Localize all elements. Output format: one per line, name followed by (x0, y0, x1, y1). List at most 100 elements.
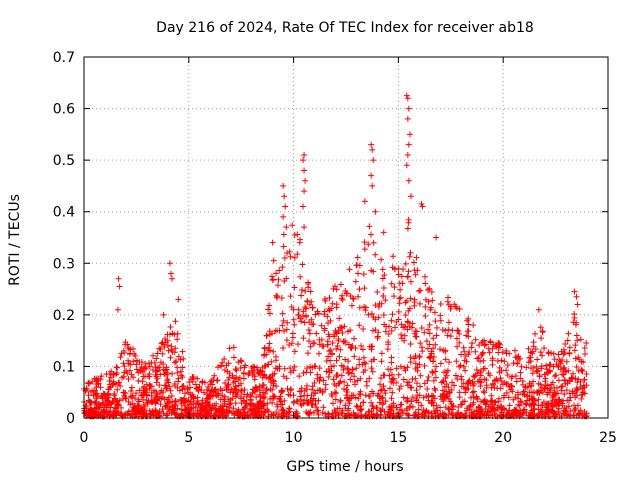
data-point (487, 339, 494, 346)
data-point (146, 363, 153, 370)
data-point (532, 346, 539, 353)
data-point (539, 328, 546, 335)
data-point (397, 286, 404, 293)
data-point (561, 376, 568, 383)
data-point (424, 385, 431, 392)
data-point (163, 371, 170, 378)
data-point (356, 361, 363, 368)
data-point (407, 403, 414, 410)
y-tick-label: 0.5 (53, 153, 75, 169)
data-point (535, 412, 542, 419)
data-point (518, 399, 525, 406)
data-point (140, 402, 147, 409)
data-point (302, 288, 309, 295)
data-point (159, 350, 166, 357)
data-point (169, 330, 176, 337)
data-point (472, 348, 479, 355)
data-point (489, 401, 496, 408)
data-point (389, 311, 396, 318)
data-point (518, 363, 525, 370)
data-point (418, 324, 425, 331)
data-point (269, 411, 276, 418)
data-point (367, 231, 374, 238)
data-point (391, 284, 398, 291)
data-point (416, 392, 423, 399)
data-point (573, 363, 580, 370)
data-point (86, 380, 93, 387)
data-point (354, 377, 361, 384)
data-point (259, 394, 266, 401)
data-point (97, 402, 104, 409)
data-point (443, 369, 450, 376)
data-point (246, 402, 253, 409)
data-point (386, 385, 393, 392)
data-point (313, 330, 320, 337)
data-point (306, 330, 313, 337)
data-point (442, 356, 449, 363)
data-point (230, 354, 237, 361)
data-point (159, 406, 166, 413)
data-point (242, 403, 249, 410)
data-point (149, 366, 156, 373)
data-point (281, 278, 288, 285)
data-point (309, 383, 316, 390)
data-point (446, 359, 453, 366)
data-point (228, 386, 235, 393)
data-point (538, 408, 545, 415)
data-point (492, 399, 499, 406)
data-point (129, 400, 136, 407)
data-point (133, 366, 140, 373)
data-point (360, 271, 367, 278)
data-point (541, 410, 548, 417)
data-point (312, 363, 319, 370)
data-point (171, 359, 178, 366)
data-point (528, 383, 535, 390)
data-point (281, 255, 288, 262)
data-point (185, 404, 192, 411)
data-point (169, 398, 176, 405)
data-point (279, 310, 286, 317)
data-point (506, 402, 513, 409)
data-point (291, 363, 298, 370)
data-point (345, 341, 352, 348)
data-point (402, 260, 409, 267)
data-point (161, 344, 168, 351)
data-point (300, 157, 307, 164)
data-point (337, 281, 344, 288)
data-point (94, 393, 101, 400)
data-point (476, 376, 483, 383)
data-point (369, 388, 376, 395)
data-point (432, 318, 439, 325)
data-point (539, 388, 546, 395)
data-point (530, 378, 537, 385)
data-point (486, 349, 493, 356)
data-point (462, 389, 469, 396)
data-point (188, 376, 195, 383)
data-point (451, 382, 458, 389)
data-point (312, 311, 319, 318)
data-point (356, 356, 363, 363)
data-point (251, 373, 258, 380)
data-point (512, 373, 519, 380)
data-point (477, 372, 484, 379)
data-point (331, 331, 338, 338)
data-point (201, 408, 208, 415)
data-point (460, 380, 467, 387)
data-point (380, 383, 387, 390)
data-point (419, 203, 426, 210)
data-point (310, 340, 317, 347)
data-point (141, 384, 148, 391)
data-point (167, 354, 174, 361)
data-point (538, 352, 545, 359)
data-point (205, 401, 212, 408)
data-point (221, 366, 228, 373)
data-point (118, 350, 125, 357)
data-point (320, 404, 327, 411)
data-point (451, 301, 458, 308)
data-point (433, 234, 440, 241)
data-point (481, 376, 488, 383)
data-point (574, 379, 581, 386)
data-point (400, 409, 407, 416)
data-point (405, 177, 412, 184)
